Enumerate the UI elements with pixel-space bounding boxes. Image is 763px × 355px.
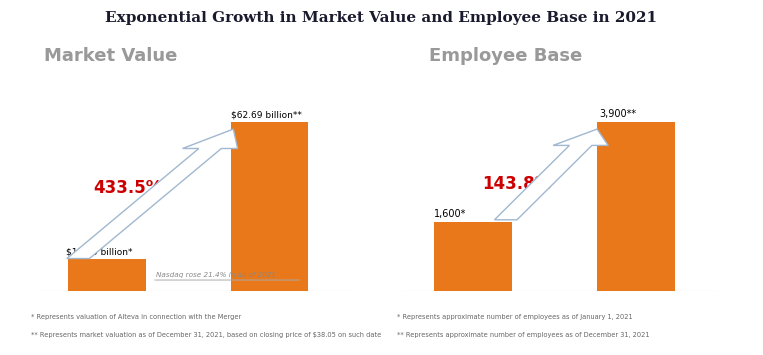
Bar — [68, 260, 146, 291]
Text: * Represents valuation of Alteva in connection with the Merger: * Represents valuation of Alteva in conn… — [31, 314, 241, 320]
Bar — [231, 122, 308, 291]
Text: * Represents approximate number of employees as of January 1, 2021: * Represents approximate number of emplo… — [397, 314, 633, 320]
Text: Nasdaq rose 21.4% in all of 2021: Nasdaq rose 21.4% in all of 2021 — [156, 272, 275, 278]
Text: 1,600*: 1,600* — [434, 209, 467, 219]
Text: $11.75 billion*: $11.75 billion* — [66, 247, 132, 256]
Text: ** Represents market valuation as of December 31, 2021, based on closing price o: ** Represents market valuation as of Dec… — [31, 332, 381, 338]
Text: Exponential Growth in Market Value and Employee Base in 2021: Exponential Growth in Market Value and E… — [105, 11, 658, 24]
Text: 433.5%: 433.5% — [94, 179, 163, 197]
Text: ** Represents approximate number of employees as of December 31, 2021: ** Represents approximate number of empl… — [397, 332, 649, 338]
Text: Market Value: Market Value — [44, 47, 178, 65]
Text: 3,900**: 3,900** — [600, 109, 636, 119]
Text: $62.69 billion**: $62.69 billion** — [231, 110, 301, 119]
Text: 143.8%: 143.8% — [482, 175, 552, 193]
Bar — [434, 222, 512, 291]
Polygon shape — [67, 129, 237, 258]
Text: Employee Base: Employee Base — [430, 47, 583, 65]
Polygon shape — [494, 129, 608, 220]
Bar — [597, 122, 674, 291]
